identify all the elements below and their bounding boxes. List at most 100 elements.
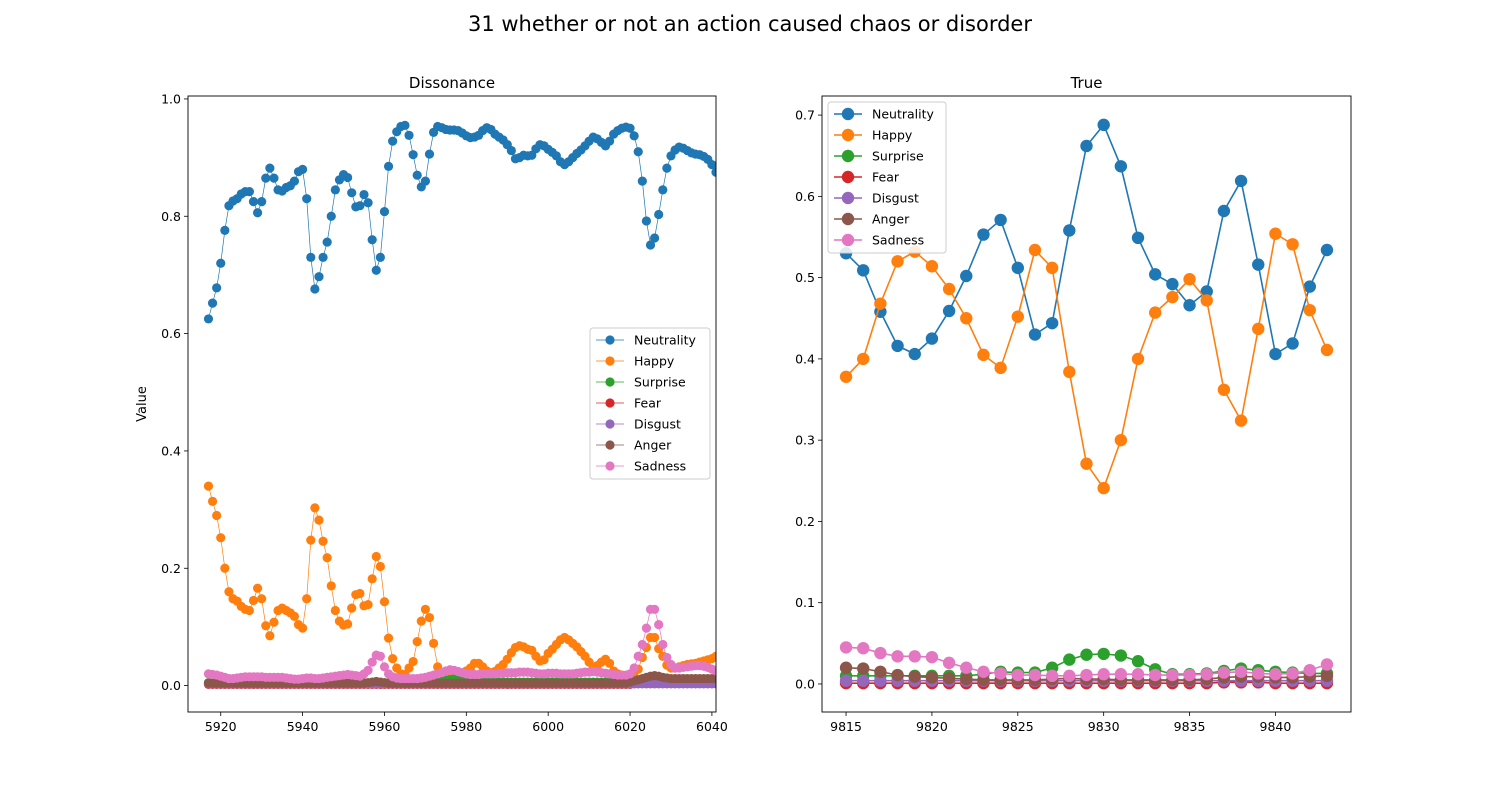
data-point [404,130,414,140]
data-point [1011,261,1024,275]
data-point [662,652,672,663]
data-point [412,170,422,180]
data-point [379,206,390,217]
data-point [252,583,263,593]
data-point [310,503,320,513]
data-point [257,594,267,604]
data-point [857,264,870,277]
legend-marker [841,212,855,226]
data-point [248,595,259,606]
data-point [891,650,904,663]
legend-label: Sadness [634,459,686,474]
data-point [1234,414,1248,427]
data-point [306,535,316,545]
legend-entry: Disgust [596,417,681,432]
y-tick-label: 0.5 [795,270,815,285]
data-point [1114,160,1128,173]
legend-label: Neutrality [634,333,697,348]
data-point [1149,268,1162,281]
data-point [207,298,218,308]
data-point [322,553,332,563]
legend-marker [841,128,855,142]
data-point [1045,261,1059,275]
legend-marker [841,170,855,184]
data-point [711,651,716,661]
legend-marker [605,461,615,471]
data-point [1217,383,1231,396]
series-neutrality [203,120,716,324]
data-point [252,208,263,218]
legend-entry: Surprise [834,149,924,164]
data-point [658,639,668,650]
legend-entry: Anger [596,438,672,453]
legend-entry: Sadness [834,233,924,248]
data-point [367,235,377,245]
data-point [1166,277,1179,291]
data-point [388,654,398,664]
data-point [1252,258,1265,271]
y-tick-label: 0.1 [795,595,815,610]
legend-label: Anger [872,212,910,227]
legend-entry: Happy [834,128,913,143]
data-point [371,265,381,275]
data-point [654,209,664,220]
data-point [1217,204,1231,218]
legend-entry: Disgust [834,191,919,206]
data-point [942,656,956,670]
data-point [994,667,1007,680]
data-point [1320,343,1334,357]
data-point [203,481,214,491]
x-tick-label: 6040 [696,719,728,734]
data-point [625,123,635,133]
legend-label: Surprise [872,149,924,164]
data-point [1234,174,1248,188]
data-point [269,617,279,627]
data-point [637,639,647,650]
panel-true: True 9815 9820 9825 9830 9835 9840 0.0 0.1 0.2 0.3… [795,74,1352,734]
data-point [506,145,516,156]
data-point [1080,668,1093,682]
data-point [874,665,887,678]
legend-marker [605,398,615,408]
data-point [874,646,887,660]
x-tick-label: 9830 [1088,719,1120,734]
data-point [977,665,990,678]
legend-marker [841,107,855,121]
data-point [1286,337,1299,350]
data-point [326,211,336,221]
legend-label: Happy [872,128,913,143]
x-tick-label: 5980 [450,719,482,734]
data-point [318,536,328,546]
data-point [1045,669,1059,683]
data-point [1183,299,1196,312]
data-point [633,651,643,661]
data-point [1011,310,1024,323]
data-point [424,612,435,623]
x-tick-label: 9835 [1174,719,1206,734]
series-sadness [839,641,1334,683]
data-point [1149,306,1162,319]
data-point [960,672,973,686]
x-tick-label: 9840 [1260,719,1292,734]
data-point [265,631,275,641]
data-point [383,633,394,643]
data-point [1080,457,1093,470]
data-point [874,674,887,687]
x-tick-label: 9825 [1002,719,1034,734]
legend: Neutrality Happy Surprise Fear Disgust Anger S… [827,101,947,254]
data-point [925,650,939,664]
legend-box [589,327,711,480]
data-point [203,314,214,324]
y-tick-label: 0.0 [161,678,181,693]
legend-marker [605,377,615,387]
data-point [1131,668,1145,681]
data-point [1234,665,1248,678]
data-point [1286,238,1299,251]
data-point [261,173,271,183]
data-point [343,619,353,629]
legend-entry: Neutrality [596,333,697,348]
data-point [1028,668,1042,682]
data-point [977,228,990,241]
y-tick-label: 0.4 [795,351,815,366]
data-point [1063,365,1076,379]
